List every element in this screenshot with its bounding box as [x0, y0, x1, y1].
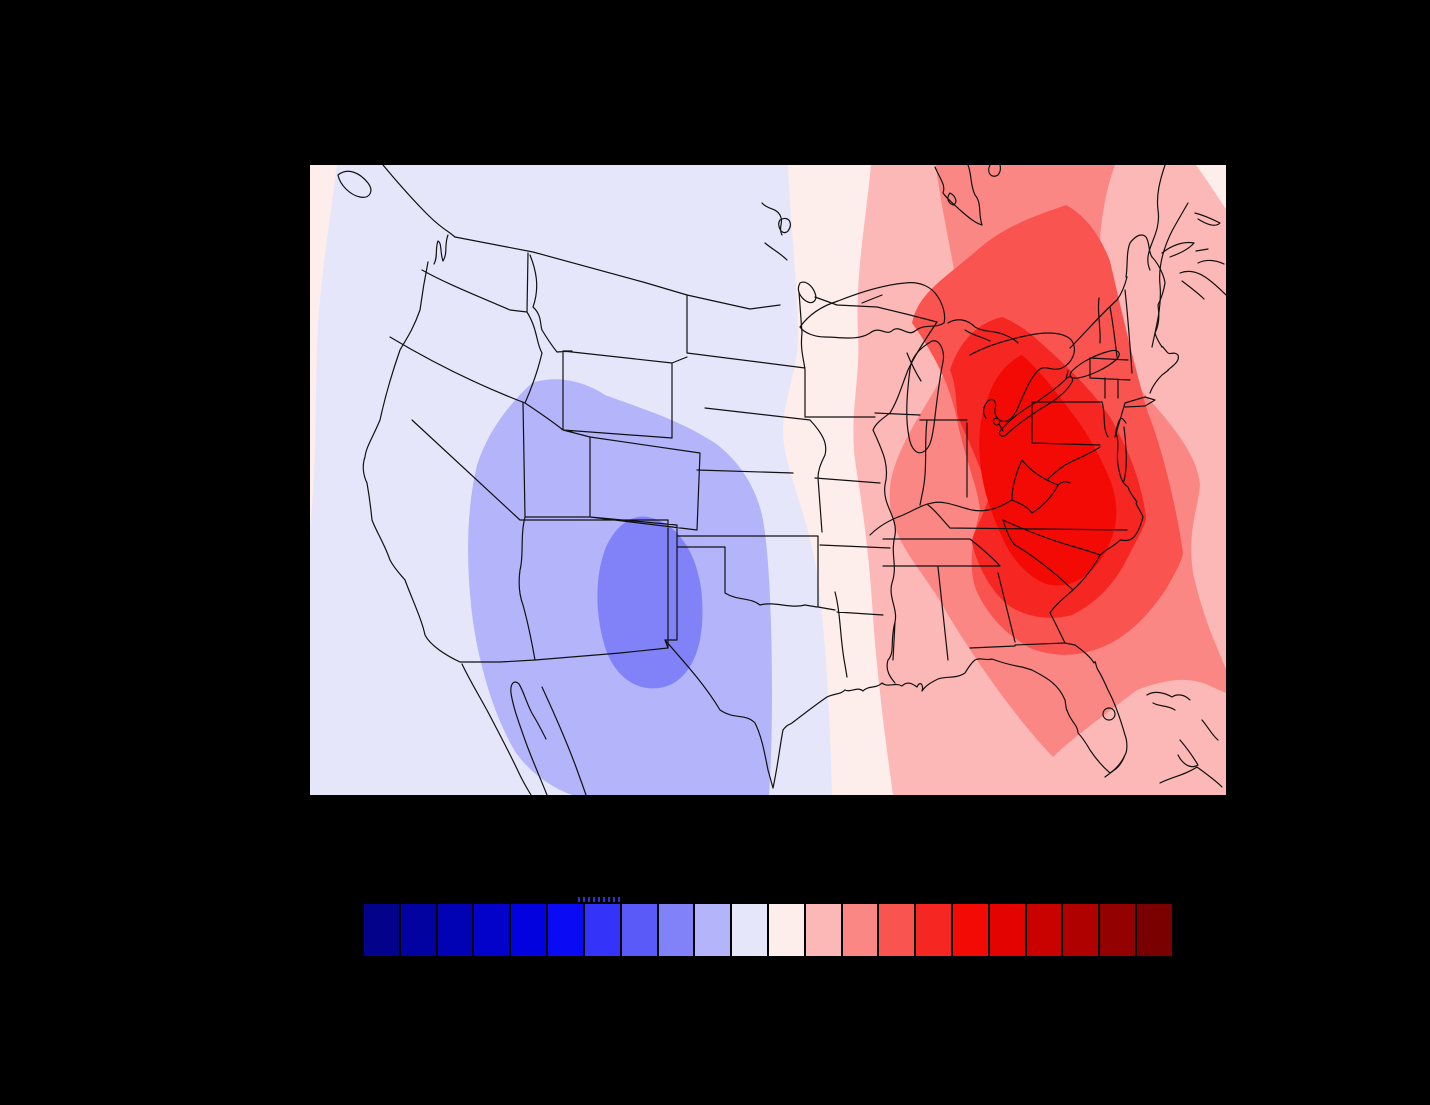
contour-band-9 — [597, 516, 703, 689]
coastline-pacific-and-mexico — [337, 165, 846, 795]
contour-band-12-west-strip — [310, 165, 337, 527]
coastline-northeast-canada — [1125, 165, 1226, 348]
border-canada-and-northern-lakes — [454, 165, 1128, 432]
colorbar-cell — [511, 904, 547, 956]
colorbar-cell — [1100, 904, 1136, 956]
state-borders — [389, 252, 1133, 684]
colorbar-cell — [916, 904, 951, 956]
colorbar-cell — [953, 904, 988, 956]
colorbar-cell — [879, 904, 915, 956]
colorbar-cell — [805, 904, 841, 956]
lake-okeechobee — [1102, 707, 1116, 721]
colorbar-cell — [548, 904, 583, 956]
colorbar-cell — [584, 904, 620, 956]
colorbar-cell — [658, 904, 694, 956]
colorbar-cell — [768, 904, 804, 956]
colorbar-cell — [400, 904, 436, 956]
anomaly-map — [310, 165, 1226, 795]
coastline-gulf-and-atlantic — [844, 256, 1179, 778]
colorbar — [363, 903, 1173, 957]
colorbar-cell — [437, 904, 473, 956]
islands-bahamas-cuba — [1146, 691, 1223, 788]
map-panel — [310, 165, 1226, 795]
colorbar-cell — [842, 904, 878, 956]
colorbar-cell — [474, 904, 510, 956]
colorbar-cell — [1026, 904, 1062, 956]
colorbar-cell — [621, 904, 657, 956]
colorbar-cell — [695, 904, 731, 956]
colorbar-cell — [1063, 904, 1099, 956]
colorbar-cell — [989, 904, 1025, 956]
colorbar-cell — [732, 904, 767, 956]
colorbar-artifact-marks — [578, 897, 620, 902]
colorbar-cell — [1137, 904, 1172, 956]
colorbar-cell — [364, 904, 399, 956]
contour-band-17 — [979, 355, 1117, 586]
